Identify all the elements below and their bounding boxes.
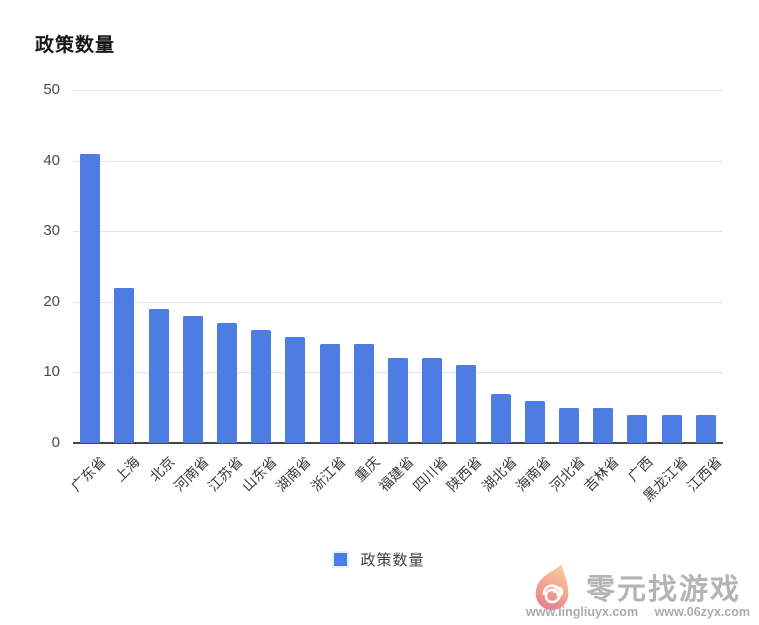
y-axis-tick-label: 10 bbox=[43, 363, 60, 381]
x-axis-label: 海南省 bbox=[512, 453, 554, 495]
bar-湖北省[interactable] bbox=[490, 393, 511, 443]
bar-北京[interactable] bbox=[148, 308, 169, 443]
gridline bbox=[73, 160, 723, 162]
x-axis-label: 福建省 bbox=[375, 453, 417, 495]
watermark-url-right: www.06zyx.com bbox=[654, 605, 750, 619]
x-axis-baseline bbox=[73, 442, 723, 444]
bar-广东省[interactable] bbox=[80, 153, 101, 443]
legend-swatch bbox=[334, 553, 348, 566]
gridline bbox=[73, 90, 723, 91]
y-axis-tick-label: 30 bbox=[43, 222, 60, 240]
bar-四川省[interactable] bbox=[422, 358, 443, 443]
bar-上海[interactable] bbox=[114, 287, 135, 443]
x-axis-label: 江苏省 bbox=[204, 453, 246, 495]
bar-湖南省[interactable] bbox=[285, 337, 306, 443]
watermark-urls: www.lingliuyx.com www.06zyx.com bbox=[526, 605, 750, 619]
bar-福建省[interactable] bbox=[388, 358, 408, 443]
x-axis-label: 江西省 bbox=[683, 453, 725, 495]
flame-swirl-logo-icon bbox=[535, 564, 569, 611]
legend-label: 政策数量 bbox=[360, 552, 425, 569]
bar-海南省[interactable] bbox=[524, 400, 545, 443]
plot-area bbox=[73, 90, 723, 444]
chart-legend: 政策数量 bbox=[0, 549, 759, 570]
bar-江苏省[interactable] bbox=[216, 322, 237, 443]
chart-title: 政策数量 bbox=[35, 35, 116, 56]
y-axis-tick-label: 40 bbox=[43, 151, 60, 169]
x-axis-label: 河北省 bbox=[546, 453, 588, 495]
x-axis-label: 浙江省 bbox=[307, 453, 349, 495]
x-axis-label: 湖南省 bbox=[273, 453, 315, 495]
y-axis-tick-label: 0 bbox=[51, 434, 60, 451]
bar-黑龙江省[interactable] bbox=[661, 414, 682, 443]
x-axis-label: 吉林省 bbox=[580, 453, 622, 495]
bar-河南省[interactable] bbox=[182, 315, 203, 443]
watermark: 零元找游戏 www.lingliuyx.com www.06zyx.com bbox=[526, 563, 750, 623]
x-axis-label: 四川省 bbox=[409, 453, 451, 495]
x-axis-label: 陕西省 bbox=[444, 453, 486, 495]
watermark-url-left: www.lingliuyx.com bbox=[526, 605, 639, 619]
y-axis-tick-label: 20 bbox=[43, 292, 60, 310]
x-axis-label: 山东省 bbox=[238, 453, 280, 495]
bar-广西[interactable] bbox=[627, 414, 648, 443]
bar-山东省[interactable] bbox=[251, 330, 272, 443]
gridline bbox=[73, 231, 723, 233]
x-axis-label: 河南省 bbox=[170, 453, 212, 495]
x-axis-label: 湖北省 bbox=[478, 453, 520, 495]
bar-陕西省[interactable] bbox=[456, 365, 477, 443]
bar-江西省[interactable] bbox=[695, 414, 716, 443]
bar-河北省[interactable] bbox=[559, 407, 580, 443]
y-axis-tick-label: 50 bbox=[43, 81, 60, 98]
x-axis-label: 上海 bbox=[111, 453, 144, 485]
watermark-site-name: 零元找游戏 bbox=[586, 574, 742, 606]
bar-浙江省[interactable] bbox=[319, 344, 340, 443]
bar-吉林省[interactable] bbox=[593, 407, 614, 443]
x-axis-label: 广东省 bbox=[67, 453, 109, 495]
bar-重庆[interactable] bbox=[353, 344, 374, 443]
gridline bbox=[73, 301, 723, 303]
